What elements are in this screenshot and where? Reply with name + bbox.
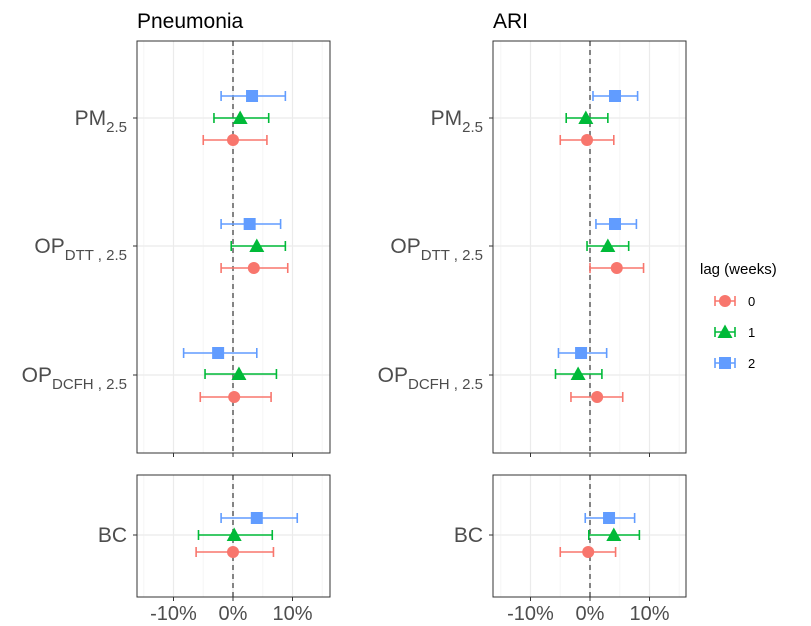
point-lag-1 [578,110,594,124]
point-lag-2 [212,347,225,359]
x-tick-label: 10% [272,603,312,625]
x-tick-label: 10% [629,603,669,625]
point-lag-0 [227,134,239,146]
legend-key-square [719,357,731,369]
panel-pneumonia-top [136,40,331,454]
point-lag-2 [603,512,616,524]
x-tick-label: -10% [150,603,197,625]
panel-ari-top [492,40,687,454]
point-lag-1 [606,527,622,541]
y-tick-label: OPDCFH , 2.5 [22,364,127,393]
legend: lag (weeks) 0 1 2 [700,261,777,371]
point-lag-1 [226,527,242,541]
legend-key-triangle [717,324,733,338]
point-lag-0 [582,546,595,558]
point-lag-2 [608,218,621,230]
x-tick-label: 0% [576,603,605,625]
point-lag-1 [232,110,248,124]
point-lag-2 [246,90,259,102]
panel-ari-bottom [492,474,687,598]
y-tick-label: BC [454,524,483,547]
x-tick-label: -10% [507,603,554,625]
point-lag-2 [250,512,263,524]
point-lag-1 [600,238,616,252]
point-lag-2 [608,90,621,102]
legend-items: 0 1 2 [714,294,755,371]
point-lag-0 [227,546,239,558]
point-lag-0 [581,134,594,146]
point-lag-2 [575,347,588,359]
point-lag-2 [243,218,256,230]
legend-label: 1 [748,325,755,340]
y-tick-label: PM2.5 [431,107,483,136]
facet-title-ari: ARI [493,10,528,33]
point-lag-0 [247,262,260,274]
legend-key-circle [719,295,731,307]
point-lag-1 [249,238,265,252]
point-lag-0 [591,391,604,403]
point-lag-1 [570,366,586,380]
legend-label: 2 [748,356,755,371]
point-lag-0 [228,391,241,403]
y-tick-label: BC [98,524,127,547]
y-tick-label: OPDCFH , 2.5 [378,364,483,393]
y-tick-label: OPDTT , 2.5 [390,235,483,264]
y-tick-label: OPDTT , 2.5 [34,235,127,264]
legend-title: lag (weeks) [700,261,777,278]
y-tick-label: PM2.5 [75,107,127,136]
point-lag-1 [231,366,247,380]
facet-panels: PM2.5 OPDTT , 2.5 OPDCFH , 2.5 BC -10% 0% 10% P… [22,40,687,625]
x-tick-label: 0% [219,603,248,625]
point-lag-0 [610,262,623,274]
facet-title-pneumonia: Pneumonia [137,10,244,33]
legend-label: 0 [748,294,755,309]
